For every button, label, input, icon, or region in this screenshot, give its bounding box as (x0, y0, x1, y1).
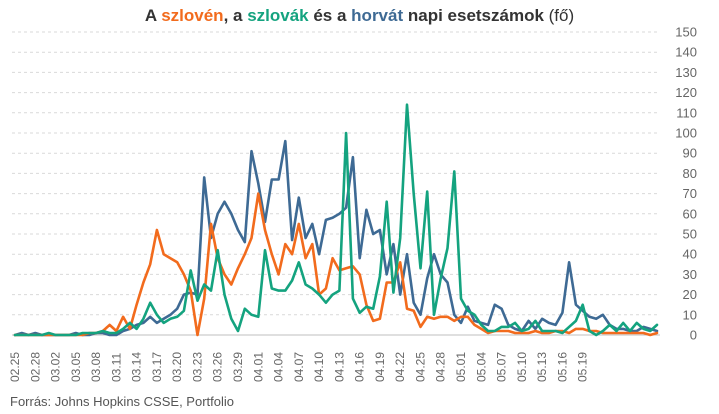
x-tick-label: 04.28 (434, 352, 448, 382)
x-tick-label: 02.25 (8, 352, 22, 382)
y-axis: 0 10 20 30 40 50 60 70 80 90 100 110 120 130 140 150 (675, 25, 697, 343)
x-tick-label: 03.23 (191, 352, 205, 382)
chart-title: A szlovén, a szlovák és a horvát napi es… (0, 6, 719, 26)
x-tick-label: 05.16 (555, 352, 569, 382)
y-tick-label: 100 (675, 126, 697, 141)
y-tick-label: 130 (675, 65, 697, 80)
series-line-szlovén (13, 192, 659, 337)
x-tick-label: 04.13 (332, 352, 346, 382)
series-line-horvát (13, 139, 659, 337)
series-layer (13, 103, 659, 337)
x-tick-label: 03.05 (69, 352, 83, 382)
title-part-d: napi esetszámok (403, 6, 544, 25)
source-note: Forrás: Johns Hopkins CSSE, Portfolio (10, 394, 234, 409)
y-tick-label: 0 (690, 328, 697, 343)
title-unit: (fő) (543, 6, 575, 25)
x-tick-label: 03.08 (89, 352, 103, 382)
y-tick-label: 60 (683, 206, 697, 221)
x-tick-label: 04.22 (393, 352, 407, 382)
grid-layer (12, 31, 660, 336)
x-tick-label: 02.28 (28, 352, 42, 382)
y-tick-label: 90 (683, 146, 697, 161)
x-tick-label: 05.10 (515, 352, 529, 382)
x-tick-label: 04.16 (353, 352, 367, 382)
title-slovakia: szlovák (247, 6, 309, 25)
y-tick-label: 140 (675, 45, 697, 60)
x-tick-label: 05.04 (474, 352, 488, 382)
x-tick-label: 03.17 (150, 352, 164, 382)
title-slovenia: szlovén (161, 6, 224, 25)
x-tick-label: 04.04 (272, 352, 286, 382)
x-tick-label: 04.19 (373, 352, 387, 382)
x-tick-label: 03.14 (130, 352, 144, 382)
y-tick-label: 10 (683, 307, 697, 322)
y-tick-label: 110 (676, 105, 697, 120)
y-tick-label: 80 (683, 166, 697, 181)
title-croatia: horvát (351, 6, 404, 25)
title-part-b: , a (223, 6, 248, 25)
y-tick-label: 120 (675, 85, 697, 100)
y-tick-label: 150 (675, 25, 697, 40)
title-part-c: és a (308, 6, 352, 25)
x-tick-label: 03.26 (211, 352, 225, 382)
x-tick-label: 03.29 (231, 352, 245, 382)
x-tick-label: 04.10 (312, 352, 326, 382)
x-tick-label: 03.02 (49, 352, 63, 382)
y-tick-label: 30 (683, 267, 697, 282)
x-tick-label: 05.01 (454, 352, 468, 382)
x-tick-label: 05.13 (535, 352, 549, 382)
x-tick-label: 03.11 (109, 353, 123, 382)
x-tick-label: 03.20 (170, 352, 184, 382)
series-line-szlovák (13, 103, 659, 337)
x-tick-label: 05.07 (495, 352, 509, 382)
x-tick-label: 04.07 (292, 352, 306, 382)
x-axis: 02.25 02.28 03.02 03.05 03.08 03.11 03.14 03.17… (8, 352, 590, 382)
y-tick-label: 70 (683, 186, 697, 201)
x-tick-label: 05.19 (576, 352, 590, 382)
y-tick-label: 40 (683, 247, 697, 262)
y-tick-label: 50 (683, 227, 697, 242)
x-tick-label: 04.25 (414, 352, 428, 382)
title-part-a: A (144, 6, 162, 25)
y-tick-label: 20 (683, 287, 697, 302)
x-tick-label: 04.01 (251, 352, 265, 382)
